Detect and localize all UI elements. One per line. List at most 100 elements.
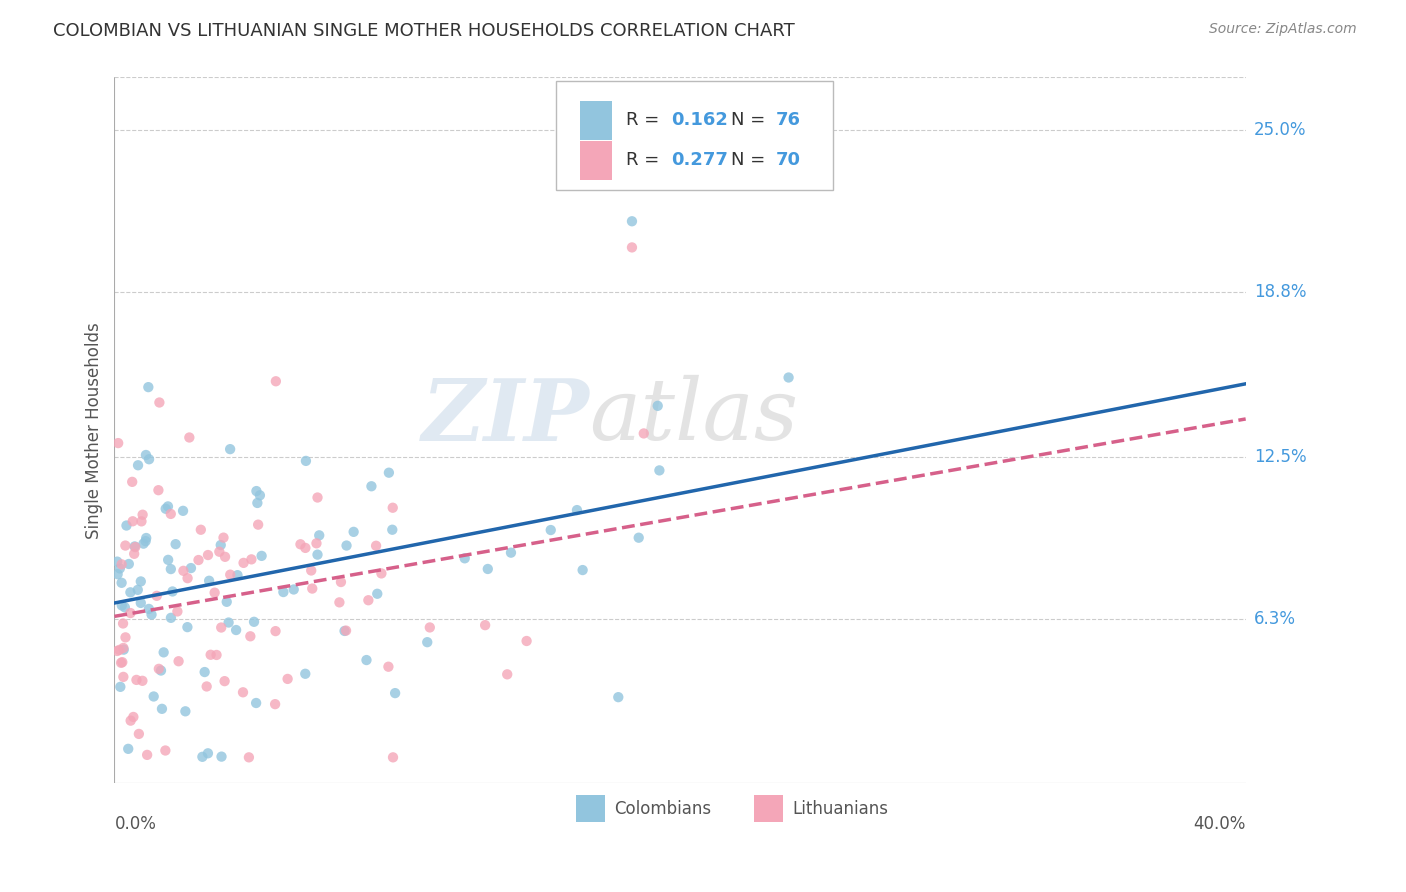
Point [128, 727, 150, 741]
Point [155, 743, 177, 757]
Point [121, 475, 143, 489]
Point [191, 749, 214, 764]
FancyBboxPatch shape [754, 796, 783, 822]
Point [141, 607, 163, 622]
Point [205, 648, 228, 662]
Text: N =: N = [731, 112, 770, 129]
Text: 0.162: 0.162 [671, 112, 728, 129]
Point [135, 448, 157, 462]
Point [335, 539, 357, 553]
Point [198, 574, 221, 588]
FancyBboxPatch shape [581, 101, 612, 139]
Point [121, 514, 143, 528]
Point [127, 582, 149, 597]
Point [124, 540, 146, 554]
Point [120, 714, 142, 728]
Text: 12.5%: 12.5% [1254, 448, 1306, 466]
Point [360, 479, 382, 493]
Point [307, 548, 329, 562]
Point [454, 551, 477, 566]
Point [416, 635, 439, 649]
Point [295, 454, 318, 468]
Point [299, 564, 322, 578]
Point [232, 556, 254, 570]
Point [111, 599, 134, 613]
Text: 18.8%: 18.8% [1254, 283, 1306, 301]
Point [245, 696, 267, 710]
Point [114, 631, 136, 645]
Point [114, 600, 136, 615]
Point [136, 747, 159, 762]
Point [381, 500, 404, 515]
Point [211, 749, 233, 764]
Point [357, 593, 380, 607]
Text: 76: 76 [776, 112, 801, 129]
Point [180, 561, 202, 575]
Point [329, 574, 352, 589]
Point [294, 666, 316, 681]
Point [283, 582, 305, 597]
Text: 0.277: 0.277 [671, 152, 728, 169]
Text: atlas: atlas [589, 375, 799, 458]
Point [219, 442, 242, 457]
Point [148, 483, 170, 498]
Point [250, 549, 273, 563]
Point [125, 673, 148, 687]
Point [107, 436, 129, 450]
Point [627, 531, 650, 545]
Point [214, 674, 236, 689]
Point [246, 496, 269, 510]
Point [166, 604, 188, 618]
Point [157, 553, 180, 567]
Text: COLOMBIAN VS LITHUANIAN SINGLE MOTHER HOUSEHOLDS CORRELATION CHART: COLOMBIAN VS LITHUANIAN SINGLE MOTHER HO… [53, 22, 796, 40]
Point [499, 546, 522, 560]
Point [571, 563, 593, 577]
Point [187, 553, 209, 567]
FancyBboxPatch shape [576, 796, 606, 822]
Point [172, 564, 194, 578]
Point [232, 685, 254, 699]
Point [145, 589, 167, 603]
Point [516, 634, 538, 648]
Point [179, 430, 201, 444]
Text: Colombians: Colombians [614, 800, 711, 818]
Point [384, 686, 406, 700]
Point [377, 659, 399, 673]
Point [243, 615, 266, 629]
Point [381, 523, 404, 537]
Point [496, 667, 519, 681]
Point [122, 710, 145, 724]
Point [474, 618, 496, 632]
Point [307, 491, 329, 505]
Point [132, 536, 155, 550]
Point [239, 629, 262, 643]
Point [364, 539, 387, 553]
Point [118, 557, 141, 571]
Point [159, 507, 181, 521]
Point [247, 517, 270, 532]
Point [290, 537, 312, 551]
Point [127, 458, 149, 473]
Point [370, 566, 392, 581]
Point [111, 558, 134, 572]
Point [214, 549, 236, 564]
Point [135, 534, 157, 549]
Point [112, 670, 135, 684]
Point [226, 568, 249, 582]
Point [648, 463, 671, 477]
Y-axis label: Single Mother Households: Single Mother Households [86, 322, 103, 539]
Point [105, 555, 128, 569]
Point [419, 620, 441, 634]
Text: N =: N = [731, 152, 770, 169]
Point [294, 541, 316, 555]
Text: 70: 70 [776, 152, 801, 169]
Point [194, 665, 217, 679]
Text: R =: R = [626, 112, 665, 129]
Point [176, 571, 198, 585]
Point [160, 562, 183, 576]
Point [105, 644, 128, 658]
Point [172, 504, 194, 518]
Point [378, 466, 401, 480]
Point [135, 531, 157, 545]
Point [129, 574, 152, 589]
